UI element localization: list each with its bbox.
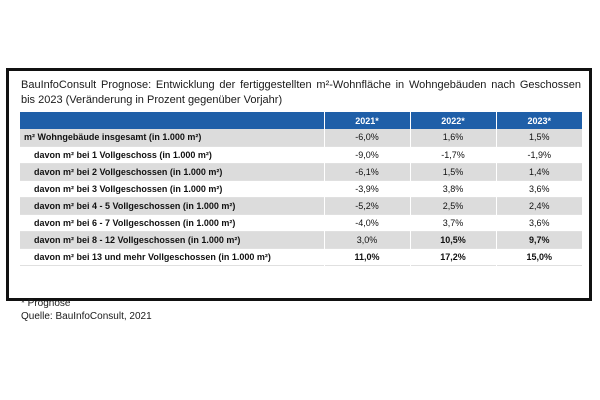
cell-2021: -9,0% [324, 146, 411, 163]
cell-2023: 3,6% [528, 217, 550, 228]
notes: * Prognose Quelle: BauInfoConsult, 2021 [21, 297, 421, 323]
source-note: Quelle: BauInfoConsult, 2021 [21, 311, 152, 322]
row-label: davon m² bei 1 Vollgeschoss (in 1.000 m²… [20, 146, 325, 163]
cell-2023: -1,9% [527, 149, 551, 160]
cell-2021: -6,0% [324, 129, 411, 146]
table-row: davon m² bei 6 - 7 Vollgeschossen (in 1.… [20, 214, 582, 231]
row-label: davon m² bei 8 - 12 Vollgeschossen (in 1… [20, 231, 325, 248]
report-frame: BauInfoConsult Prognose: Entwicklung der… [6, 68, 592, 322]
title-line-2: bis 2023 (Veränderung in Prozent gegenüb… [21, 94, 283, 106]
cell-2021: -5,2% [324, 197, 411, 214]
cell-2021: 11,0% [324, 248, 411, 265]
row-label: davon m² bei 13 und mehr Vollgeschossen … [20, 248, 325, 265]
cell-2022: 1,6% [410, 129, 497, 146]
cell-2022: 3,8% [410, 180, 497, 197]
cell-2023: 15,0% [526, 251, 553, 262]
table-row: davon m² bei 1 Vollgeschoss (in 1.000 m²… [20, 146, 582, 163]
row-label: davon m² bei 6 - 7 Vollgeschossen (in 1.… [20, 214, 325, 231]
header-2023: 2023* [527, 115, 552, 126]
cell-2021: -4,0% [324, 214, 411, 231]
cell-2022: 2,5% [410, 197, 497, 214]
header-2022: 2022* [410, 112, 497, 129]
report-title: BauInfoConsult Prognose: Entwicklung der… [21, 78, 581, 108]
cell-2023: 1,4% [528, 166, 550, 177]
footnote: * Prognose [21, 298, 71, 309]
row-label: davon m² bei 3 Vollgeschossen (in 1.000 … [20, 180, 325, 197]
table-row: davon m² bei 3 Vollgeschossen (in 1.000 … [20, 180, 582, 197]
row-label: davon m² bei 4 - 5 Vollgeschossen (in 1.… [20, 197, 325, 214]
table-row: davon m² bei 8 - 12 Vollgeschossen (in 1… [20, 231, 582, 248]
cell-2021: -3,9% [324, 180, 411, 197]
forecast-table: 2021* 2022* 2023* m² Wohngebäude insgesa… [20, 112, 582, 266]
cell-2023: 9,7% [528, 234, 550, 245]
table-header-row: 2021* 2022* 2023* [20, 112, 582, 129]
row-label: m² Wohngebäude insgesamt (in 1.000 m²) [20, 129, 325, 146]
header-label [20, 112, 325, 129]
table-row: davon m² bei 2 Vollgeschossen (in 1.000 … [20, 163, 582, 180]
cell-2022: -1,7% [410, 146, 497, 163]
cell-2022: 3,7% [410, 214, 497, 231]
table-row: davon m² bei 13 und mehr Vollgeschossen … [20, 248, 582, 265]
cell-2023: 1,5% [528, 132, 550, 143]
cell-2022: 17,2% [410, 248, 497, 265]
row-label: davon m² bei 2 Vollgeschossen (in 1.000 … [20, 163, 325, 180]
cell-2023: 3,6% [528, 183, 550, 194]
cell-2023: 2,4% [528, 200, 550, 211]
cell-2022: 1,5% [410, 163, 497, 180]
cell-2021: 3,0% [324, 231, 411, 248]
cell-2021: -6,1% [324, 163, 411, 180]
cell-2022: 10,5% [410, 231, 497, 248]
table-row: m² Wohngebäude insgesamt (in 1.000 m²) -… [20, 129, 582, 146]
title-line-1: BauInfoConsult Prognose: Entwicklung der… [21, 79, 581, 91]
header-2021: 2021* [324, 112, 411, 129]
table-row: davon m² bei 4 - 5 Vollgeschossen (in 1.… [20, 197, 582, 214]
